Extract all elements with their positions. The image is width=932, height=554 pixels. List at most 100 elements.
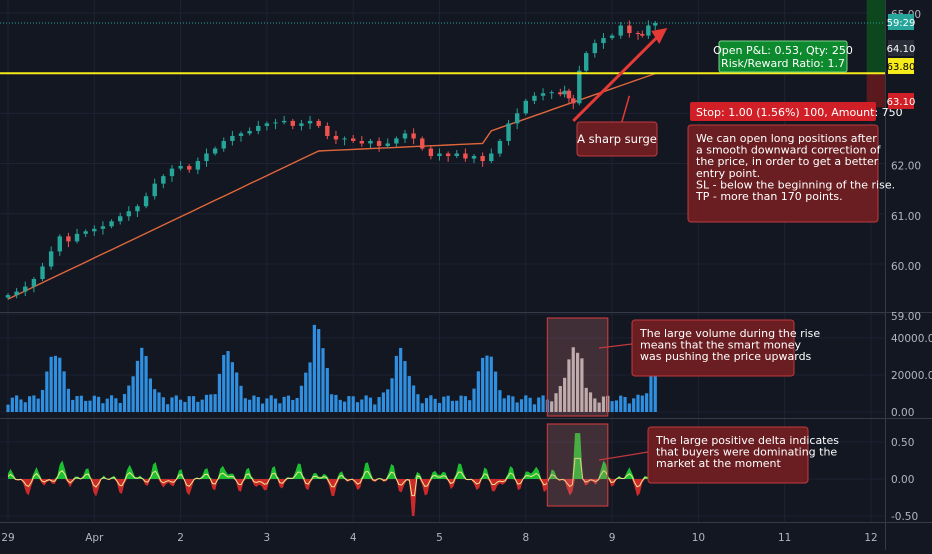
- delta-note-line: market at the moment: [656, 457, 782, 470]
- price-tick-label: 59.00: [891, 311, 921, 323]
- trade-plan-note-line: We can open long positions after: [696, 132, 877, 145]
- trade-plan-note-line: the price, in order to get a better: [696, 155, 879, 168]
- volume-bar: [92, 395, 96, 412]
- volume-bar: [377, 397, 381, 412]
- volume-bar: [424, 398, 429, 412]
- volume-bar: [597, 402, 601, 412]
- volume-bar: [412, 385, 416, 412]
- volume-bar: [317, 329, 321, 412]
- volume-bar: [558, 386, 562, 412]
- candle-body: [178, 166, 183, 169]
- volume-bar: [153, 389, 157, 412]
- candle-body: [359, 140, 365, 144]
- candle-body: [247, 130, 252, 134]
- volume-bar: [511, 396, 515, 412]
- candle-body: [584, 53, 589, 71]
- candle-body: [601, 38, 606, 44]
- candle-body: [506, 123, 511, 141]
- volume-bar: [381, 392, 386, 412]
- candle-body: [394, 138, 399, 144]
- candle-body: [325, 125, 330, 136]
- volume-bar: [204, 394, 209, 412]
- volume-bar: [515, 402, 519, 412]
- candle-body: [653, 23, 658, 26]
- candle-body: [14, 291, 19, 296]
- x-tick-label: 11: [778, 532, 791, 544]
- candle-body: [281, 120, 287, 123]
- candle-body: [74, 233, 80, 242]
- candle-body: [558, 92, 563, 95]
- volume-bar: [256, 396, 260, 412]
- trade-plan-note-line: TP - more than 170 points.: [695, 190, 843, 203]
- candle-body: [31, 279, 37, 287]
- volume-bar: [640, 395, 644, 412]
- volume-bar: [364, 395, 368, 412]
- volume-bar: [191, 396, 196, 412]
- target-price-tag-bg: [888, 40, 914, 56]
- candle-body: [562, 90, 567, 95]
- volume-bar: [148, 378, 152, 412]
- volume-bar: [140, 347, 144, 412]
- volume-bar: [66, 388, 71, 412]
- x-tick-label: 29: [1, 532, 14, 544]
- volume-bar: [593, 398, 597, 412]
- trade-plan-note-line: SL - below the beginning of the rise.: [696, 178, 895, 191]
- volume-bar: [330, 394, 334, 412]
- volume-bar: [53, 355, 58, 412]
- x-tick-label: 10: [692, 532, 705, 544]
- volume-bar: [610, 401, 614, 412]
- volume-note-line: The large volume during the rise: [639, 327, 820, 340]
- volume-bar: [390, 378, 394, 412]
- delta-negative-area: [8, 479, 656, 516]
- volume-bar: [187, 396, 191, 412]
- entry-price-tag-bg: [888, 58, 914, 74]
- candle-body: [646, 25, 651, 36]
- volume-bar: [524, 395, 528, 412]
- volume-bar: [79, 395, 83, 412]
- candle-body: [411, 133, 416, 139]
- volume-bar: [10, 397, 14, 412]
- volume-bar: [144, 356, 148, 412]
- delta-note-line: that buyers were dominating the: [656, 446, 837, 459]
- target-price-tag: 64.10: [887, 40, 915, 56]
- candle-body: [385, 143, 390, 146]
- volume-bar: [312, 324, 316, 412]
- volume-bar: [338, 399, 342, 412]
- candle-body: [221, 140, 226, 149]
- volume-bar: [645, 393, 649, 412]
- volume-bar: [304, 372, 308, 412]
- volume-bar: [230, 362, 234, 412]
- volume-tick-label: 40000.00: [891, 333, 932, 345]
- volume-bar: [584, 387, 588, 412]
- volume-bar: [485, 355, 489, 412]
- volume-bar: [114, 398, 118, 412]
- candle-body: [497, 140, 503, 154]
- entry-price-tag-text: 63.80: [887, 62, 916, 73]
- volume-bar: [49, 356, 53, 412]
- candle-body: [471, 156, 477, 159]
- volume-bar: [295, 397, 299, 412]
- volume-bar: [36, 398, 40, 412]
- volume-bar: [472, 388, 476, 412]
- volume-bar: [45, 371, 49, 412]
- volume-bar: [32, 395, 36, 412]
- candle-body: [187, 166, 192, 170]
- volume-bar: [88, 400, 92, 412]
- candle-body: [161, 176, 166, 184]
- volume-bar: [429, 395, 433, 412]
- x-tick-label: 2: [177, 532, 184, 544]
- candle-body: [117, 216, 123, 222]
- candle-body: [333, 135, 339, 140]
- volume-bar: [122, 394, 127, 412]
- candle-body: [57, 236, 62, 252]
- candle-body: [307, 120, 313, 124]
- volume-bar: [554, 393, 558, 412]
- volume-bar: [27, 396, 32, 412]
- volume-connector: [598, 343, 633, 349]
- candle-body: [273, 122, 278, 124]
- candle-body: [264, 123, 270, 126]
- volume-bar: [437, 402, 442, 412]
- trade-plan-note-box: [687, 124, 879, 223]
- candle-body: [618, 25, 623, 36]
